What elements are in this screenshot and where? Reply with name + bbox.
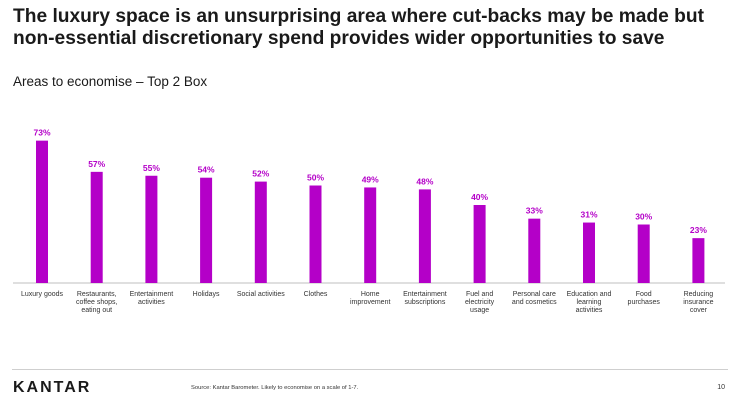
bar (528, 218, 541, 283)
bar (200, 177, 213, 283)
data-label: 23% (690, 225, 707, 235)
category-label: Entertainment activities (130, 291, 174, 306)
category-label: Holidays (193, 291, 220, 298)
data-label: 30% (635, 212, 652, 222)
bar (637, 224, 650, 283)
category-label: Luxury goods (21, 291, 64, 298)
source-note: Source: Kantar Barometer. Likely to econ… (191, 385, 359, 391)
data-label: 48% (416, 176, 433, 186)
bar-chart: 73% Luxury goods 57% Restaurants, coffee sho… (13, 128, 725, 314)
category-label: Fuel and electricity usage (465, 291, 495, 314)
bar (364, 187, 377, 283)
data-label: 50% (307, 173, 324, 183)
bar (145, 175, 158, 283)
data-label: 52% (252, 169, 269, 179)
category-label: Clothes (304, 291, 328, 298)
bar (473, 205, 486, 283)
bar (36, 140, 48, 283)
footer-divider (12, 369, 728, 370)
bar (309, 185, 322, 283)
data-label: 73% (33, 128, 50, 138)
category-label: Reducing insurance cover (683, 291, 713, 314)
bar (254, 181, 267, 283)
data-label: 57% (88, 159, 105, 169)
kantar-logo: KANTAR (13, 379, 92, 396)
bar (583, 222, 595, 283)
page-number: 10 (717, 384, 725, 391)
data-label: 31% (580, 210, 597, 220)
data-label: 55% (143, 163, 160, 173)
category-label: Restaurants, coffee shops, eating out (76, 291, 118, 314)
category-label: Education and learning activities (567, 291, 612, 314)
bar (418, 189, 431, 283)
bar (90, 171, 103, 283)
data-label: 33% (526, 206, 543, 216)
slide-title: The luxury space is an unsurprising area… (13, 6, 704, 49)
category-label: Social activities (237, 291, 285, 298)
data-label: 49% (362, 174, 379, 184)
category-label: Entertainment subscriptions (403, 291, 447, 306)
category-label: Personal care and cosmetics (512, 291, 557, 306)
chart-subtitle: Areas to economise – Top 2 Box (13, 74, 208, 89)
category-label: Food purchases (628, 291, 661, 306)
data-label: 40% (471, 192, 488, 202)
data-label: 54% (198, 165, 215, 175)
bar (692, 238, 705, 283)
category-label: Home improvement (350, 291, 391, 306)
